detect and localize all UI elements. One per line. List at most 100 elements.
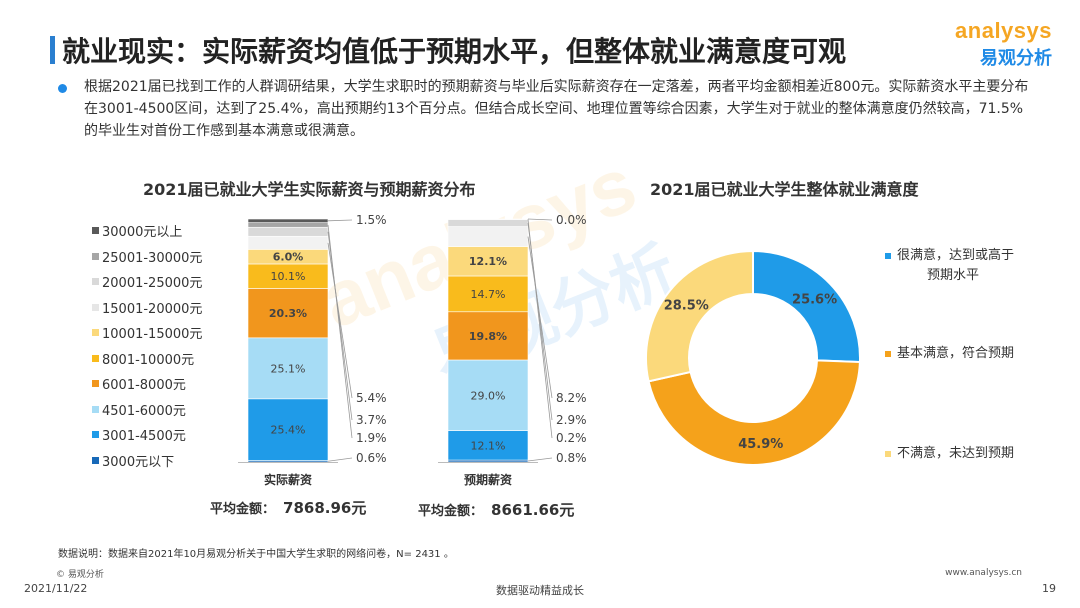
legend-item: 8001-10000元 xyxy=(92,346,202,372)
actual-average: 平均金额： 7868.96元 xyxy=(210,497,366,518)
segment-label: 2.9% xyxy=(556,413,587,427)
leader-line xyxy=(327,224,353,439)
summary-text: 根据2021届已找到工作的人群调研结果，大学生求职时的预期薪资与毕业后实际薪资存… xyxy=(84,79,1029,139)
leader-line xyxy=(527,236,553,399)
legend-swatch xyxy=(92,431,99,439)
legend-label: 25001-30000元 xyxy=(102,250,203,266)
legend-label-1a: 很满意，达到或高于 xyxy=(897,248,1015,263)
legend-swatch xyxy=(92,405,99,413)
legend-label: 4501-6000元 xyxy=(102,403,186,419)
category-label: 预期薪资 xyxy=(464,472,512,487)
category-label: 实际薪资 xyxy=(264,472,312,487)
logo-english: analysys xyxy=(955,18,1052,43)
segment-label: 0.2% xyxy=(556,431,587,445)
donut-slice xyxy=(647,359,861,466)
segment-label: 8.2% xyxy=(556,391,587,405)
legend-swatch xyxy=(92,380,99,388)
segment-label: 19.8% xyxy=(469,330,507,343)
legend-item: 6001-8000元 xyxy=(92,371,202,397)
legend-label: 8001-10000元 xyxy=(102,352,195,368)
legend-swatch xyxy=(92,303,99,311)
bar-segment xyxy=(447,219,529,227)
segment-label: 5.4% xyxy=(356,391,387,405)
segment-label: 1.5% xyxy=(356,213,387,227)
legend-label: 10001-15000元 xyxy=(102,327,203,343)
donut-slice xyxy=(645,249,754,383)
logo-chinese: 易观分析 xyxy=(980,48,1052,69)
bar-segment xyxy=(447,430,529,461)
bar-segment xyxy=(447,275,529,313)
website-url: www.analysys.cn xyxy=(945,568,1022,578)
copyright: © 易观分析 xyxy=(56,570,104,580)
actual-average-value: 7868.96元 xyxy=(283,499,367,517)
legend-label-2: 基本满意，符合预期 xyxy=(897,346,1015,361)
segment-label: 0.8% xyxy=(556,451,587,465)
bar-segment xyxy=(247,235,329,250)
legend-swatch xyxy=(92,252,99,260)
segment-label: 0.6% xyxy=(356,451,387,465)
footer-slogan: 数据驱动精益成长 xyxy=(496,584,584,597)
legend-label: 3001-4500元 xyxy=(102,429,186,445)
brand-logo: analysys 易观分析 xyxy=(955,18,1052,70)
bar-segment xyxy=(447,359,529,431)
stacked-chart-legend: 30000元以上 25001-30000元 20001-25000元 15001-20… xyxy=(92,218,202,473)
segment-label: 12.1% xyxy=(469,255,507,268)
expected-average-label: 平均金额： xyxy=(418,504,484,519)
legend-item: 10001-15000元 xyxy=(92,320,202,346)
legend-label: 3000元以下 xyxy=(102,454,175,470)
segment-label: 0.0% xyxy=(556,213,587,227)
legend-label: 6001-8000元 xyxy=(102,378,186,394)
legend-swatch xyxy=(92,354,99,362)
bar-segment xyxy=(447,246,529,277)
segment-label: 6.0% xyxy=(273,251,304,264)
slice-label: 45.9% xyxy=(738,437,783,452)
segment-label: 14.7% xyxy=(471,288,506,301)
segment-label: 25.1% xyxy=(271,362,306,375)
leader-line xyxy=(327,242,353,399)
legend-item: 3001-4500元 xyxy=(92,422,202,448)
legend-swatch xyxy=(92,227,99,235)
legend-item: 20001-25000元 xyxy=(92,269,202,295)
expected-average: 平均金额： 8661.66元 xyxy=(418,499,574,520)
segment-label: 12.1% xyxy=(471,439,506,452)
leader-line xyxy=(527,457,553,462)
segment-label: 3.7% xyxy=(356,413,387,427)
bar-segment xyxy=(447,311,529,361)
legend-swatch xyxy=(92,456,99,464)
segment-label: 25.4% xyxy=(271,424,306,437)
segment-label: 29.0% xyxy=(471,389,506,402)
slice-label: 28.5% xyxy=(664,299,709,314)
leader-line xyxy=(327,457,353,462)
donut-legend-item-2: 基本满意，符合预期 xyxy=(885,344,1014,364)
bar-segment xyxy=(247,398,329,461)
stacked-chart-title: 2021届已就业大学生实际薪资与预期薪资分布 xyxy=(143,180,476,199)
legend-label: 20001-25000元 xyxy=(102,276,203,292)
actual-average-label: 平均金额： xyxy=(210,502,276,517)
legend-item: 3000元以下 xyxy=(92,448,202,474)
segment-label: 20.3% xyxy=(269,307,307,320)
donut-legend-item-3: 不满意，未达到预期 xyxy=(885,444,1014,464)
report-date: 2021/11/22 xyxy=(24,582,88,595)
bar-segment xyxy=(247,337,329,400)
bullet-icon xyxy=(58,84,67,93)
legend-label: 30000元以上 xyxy=(102,225,183,241)
data-source-note: 数据说明：数据来自2021年10月易观分析关于中国大学生求职的网络问卷，N= 2… xyxy=(58,549,454,560)
leader-line xyxy=(527,218,553,221)
legend-swatch-unsatisfied xyxy=(885,450,891,457)
segment-label: 10.1% xyxy=(271,270,306,283)
bar-segment xyxy=(447,226,529,247)
page-title: 就业现实：实际薪资均值低于预期水平，但整体就业满意度可观 xyxy=(62,35,847,68)
leader-line xyxy=(527,219,553,439)
bar-segment xyxy=(247,226,329,237)
donut-legend-item-1: 很满意，达到或高于 预期水平 xyxy=(885,246,1014,286)
page-number: 19 xyxy=(1042,582,1056,595)
legend-label-3: 不满意，未达到预期 xyxy=(897,446,1015,461)
legend-item: 25001-30000元 xyxy=(92,244,202,270)
legend-label-1b: 预期水平 xyxy=(927,268,980,283)
donut-chart-title: 2021届已就业大学生整体就业满意度 xyxy=(650,180,919,199)
segment-label: 1.9% xyxy=(356,431,387,445)
legend-swatch xyxy=(92,278,99,286)
slice-label: 25.6% xyxy=(792,293,837,308)
legend-swatch-satisfied xyxy=(885,350,891,357)
